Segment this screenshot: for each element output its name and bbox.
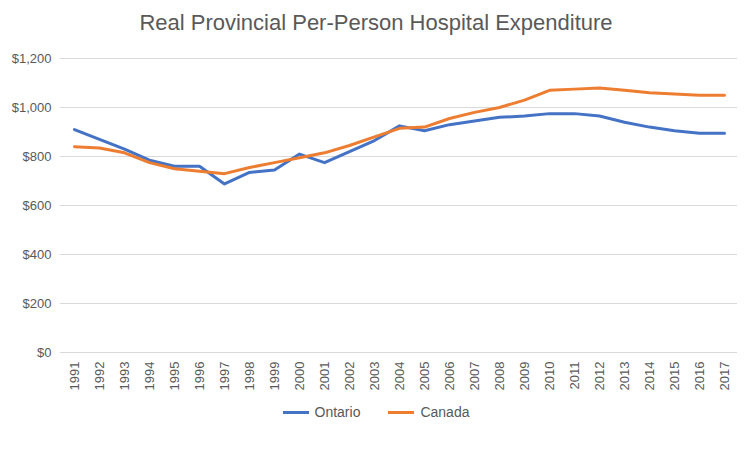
- svg-text:$600: $600: [23, 198, 52, 213]
- svg-text:2007: 2007: [467, 362, 482, 391]
- svg-text:1991: 1991: [67, 362, 82, 391]
- svg-text:2004: 2004: [392, 362, 407, 391]
- svg-text:1993: 1993: [117, 362, 132, 391]
- svg-text:2000: 2000: [292, 362, 307, 391]
- svg-text:1996: 1996: [192, 362, 207, 391]
- svg-text:2008: 2008: [492, 362, 507, 391]
- svg-text:2003: 2003: [367, 362, 382, 391]
- svg-text:1995: 1995: [167, 362, 182, 391]
- svg-text:$1,200: $1,200: [12, 51, 52, 66]
- svg-text:2006: 2006: [442, 362, 457, 391]
- svg-text:2011: 2011: [567, 362, 582, 390]
- svg-text:1998: 1998: [242, 362, 257, 391]
- svg-text:2001: 2001: [317, 362, 332, 391]
- svg-text:2016: 2016: [692, 362, 707, 391]
- svg-text:2005: 2005: [417, 362, 432, 391]
- html-text:Ontario: Ontario: [314, 404, 361, 420]
- svg-text:2013: 2013: [617, 362, 632, 391]
- svg-text:$1,000: $1,000: [12, 100, 52, 115]
- svg-text:$200: $200: [23, 296, 52, 311]
- svg-text:$800: $800: [23, 149, 52, 164]
- html-text:Real Provincial Per-Person Hos: Real Provincial Per-Person Hospital Expe…: [139, 10, 613, 35]
- html-text:Canada: Canada: [420, 404, 470, 420]
- svg-text:1999: 1999: [267, 362, 282, 391]
- svg-text:2012: 2012: [592, 362, 607, 391]
- svg-text:$400: $400: [23, 247, 52, 262]
- svg-text:2015: 2015: [667, 362, 682, 391]
- svg-text:2017: 2017: [717, 362, 732, 391]
- svg-text:1994: 1994: [142, 362, 157, 391]
- svg-text:2002: 2002: [342, 362, 357, 391]
- svg-text:1997: 1997: [217, 362, 232, 391]
- svg-text:2014: 2014: [642, 362, 657, 391]
- svg-text:1992: 1992: [92, 362, 107, 391]
- svg-text:2009: 2009: [517, 362, 532, 391]
- svg-text:$0: $0: [37, 345, 51, 360]
- svg-text:2010: 2010: [542, 362, 557, 391]
